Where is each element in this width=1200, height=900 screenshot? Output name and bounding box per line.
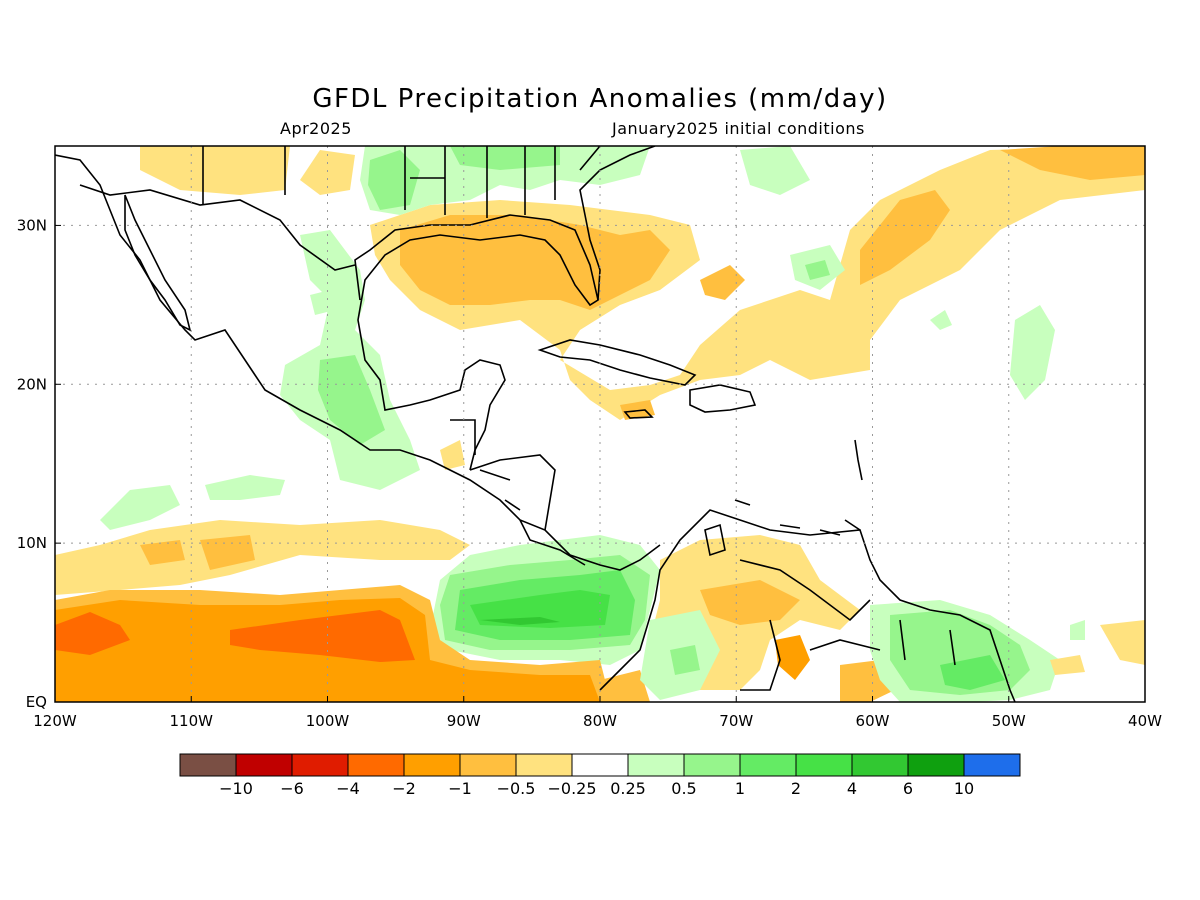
- colorbar-label: 0.25: [610, 779, 646, 798]
- colorbar-label: −4: [336, 779, 360, 798]
- colorbar-swatch: [179, 753, 237, 777]
- coastline-central-america: [469, 454, 586, 566]
- anomaly-region: [1070, 620, 1085, 640]
- anomaly-region: [480, 617, 560, 625]
- colorbar-swatch: [907, 753, 965, 777]
- colorbar-label: 4: [847, 779, 857, 798]
- coastline-baja: [124, 194, 192, 332]
- anomaly-region: [55, 520, 470, 595]
- anomaly-region: [300, 150, 355, 195]
- anomaly-region: [940, 655, 1005, 690]
- anomaly-region: [318, 355, 385, 445]
- x-tick-label: 100W: [306, 712, 350, 730]
- anomaly-region: [1010, 305, 1055, 400]
- colorbar: [179, 753, 1021, 777]
- coastlines: [55, 146, 1016, 702]
- colorbar-label: −0.5: [497, 779, 536, 798]
- y-tick-label: 10N: [17, 534, 47, 552]
- anomaly-region: [360, 146, 650, 215]
- border-us-mexico: [79, 184, 356, 271]
- anomaly-region: [1000, 146, 1145, 180]
- colorbar-labels: −10 −6 −4 −2 −1 −0.5 −0.25 0.25 0.5 1 2 4 6 10: [219, 779, 974, 798]
- anomaly-region: [1050, 655, 1085, 675]
- colorbar-swatch: [347, 753, 405, 777]
- colorbar-label: −0.25: [547, 779, 596, 798]
- anomaly-region: [440, 440, 465, 470]
- colorbar-swatch: [963, 753, 1021, 777]
- colorbar-label: 6: [903, 779, 913, 798]
- coastline-south-america: [599, 509, 1016, 702]
- colorbar-swatch: [291, 753, 349, 777]
- colorbar-swatch: [683, 753, 741, 777]
- anomaly-region: [200, 535, 255, 570]
- coastline-cuba: [537, 339, 697, 386]
- colorbar-label: −2: [392, 779, 416, 798]
- colorbar-swatch: [739, 753, 797, 777]
- anomaly-region: [450, 146, 560, 170]
- border-us-states: [202, 146, 601, 218]
- colorbar-label: −6: [280, 779, 304, 798]
- x-tick-label: 50W: [992, 712, 1026, 730]
- colorbar-swatch: [795, 753, 853, 777]
- anomaly-region: [140, 146, 290, 195]
- x-tick-label: 60W: [856, 712, 890, 730]
- anomaly-region: [1100, 620, 1145, 665]
- anomaly-region: [670, 645, 700, 675]
- y-tick-label: 20N: [17, 375, 47, 393]
- anomaly-region: [700, 265, 745, 300]
- anomaly-region: [700, 580, 800, 625]
- anomaly-region: [775, 635, 810, 680]
- initial-conditions-label: January2025 initial conditions: [612, 119, 865, 138]
- colorbar-label: 2: [791, 779, 801, 798]
- anomaly-region: [860, 190, 950, 285]
- y-axis: EQ 10N 20N 30N: [17, 216, 61, 711]
- anomaly-region: [140, 540, 185, 565]
- x-tick-label: 90W: [447, 712, 481, 730]
- coastline-lake-maracaibo: [704, 523, 726, 557]
- x-tick-label: 120W: [33, 712, 77, 730]
- anomaly-region: [100, 485, 180, 530]
- colorbar-swatch: [459, 753, 517, 777]
- anomaly-region: [230, 610, 415, 662]
- colorbar-label: −10: [219, 779, 253, 798]
- colorbar-label: 10: [954, 779, 974, 798]
- coastline-gulf: [354, 214, 599, 471]
- anomaly-region: [370, 146, 1145, 420]
- coastline-jamaica: [623, 409, 654, 419]
- coastline-lesser-antilles: [734, 439, 863, 536]
- chart-title: GFDL Precipitation Anomalies (mm/day): [312, 84, 888, 114]
- colorbar-swatch: [235, 753, 293, 777]
- colorbar-swatch: [851, 753, 909, 777]
- colorbar-swatch: [571, 753, 629, 777]
- colorbar-label: 1: [735, 779, 745, 798]
- x-tick-label: 40W: [1128, 712, 1162, 730]
- y-tick-label: EQ: [26, 693, 47, 711]
- border-central-america: [450, 419, 521, 511]
- anomaly-region: [310, 290, 335, 315]
- grid-lines: [55, 146, 1145, 702]
- anomaly-region: [55, 612, 130, 655]
- colorbar-label: 0.5: [671, 779, 696, 798]
- anomaly-region: [740, 146, 810, 195]
- coastline-atlantic-us: [579, 146, 656, 301]
- y-tick-label: 30N: [17, 216, 47, 234]
- anomaly-region: [930, 310, 952, 330]
- anomaly-region: [470, 590, 610, 628]
- x-tick-label: 110W: [170, 712, 214, 730]
- colorbar-swatch: [403, 753, 461, 777]
- anomaly-region: [805, 260, 830, 280]
- forecast-month: Apr2025: [280, 119, 352, 138]
- anomaly-region: [368, 150, 420, 210]
- colorbar-swatch: [627, 753, 685, 777]
- colorbar-swatch: [515, 753, 573, 777]
- x-tick-label: 80W: [583, 712, 617, 730]
- colorbar-label: −1: [448, 779, 472, 798]
- coastline-hispaniola: [689, 384, 757, 413]
- anomaly-region: [205, 475, 285, 500]
- coastline-venezuela-interior: [739, 559, 956, 691]
- coastline-north-america: [55, 154, 661, 571]
- x-axis: 120W 110W 100W 90W 80W 70W 60W 50W 40W: [33, 696, 1162, 730]
- x-tick-label: 70W: [719, 712, 753, 730]
